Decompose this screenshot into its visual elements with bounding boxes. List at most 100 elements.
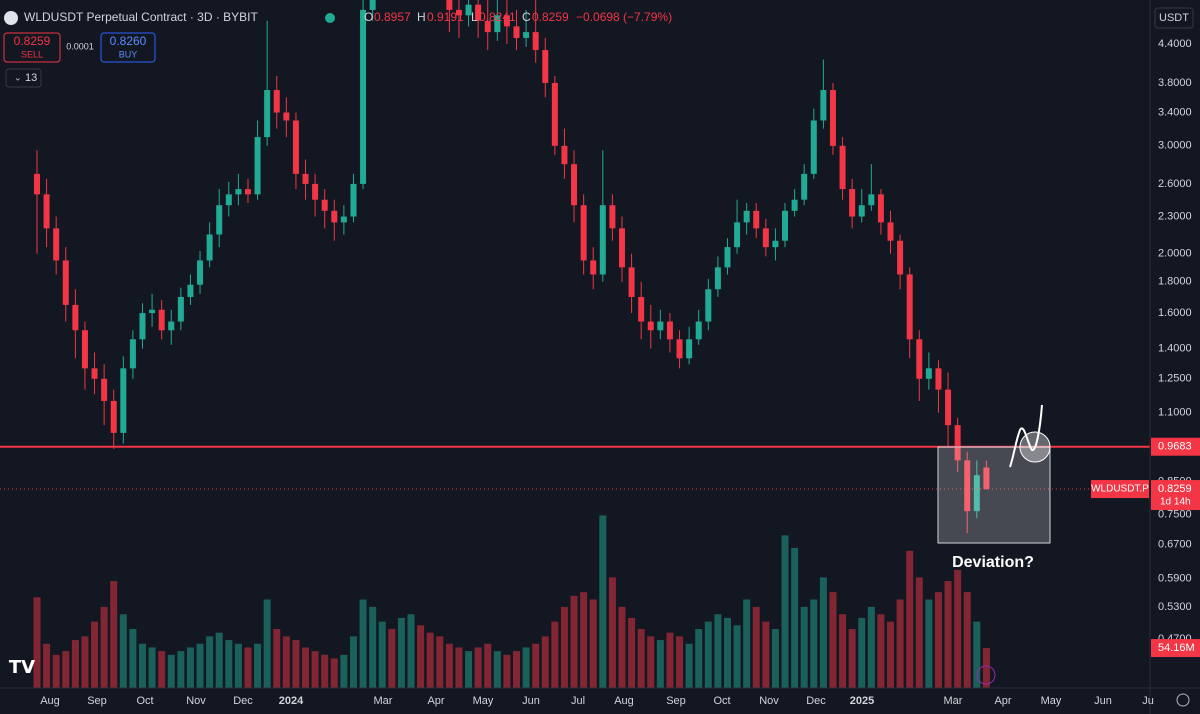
annotation-squiggle	[1009, 404, 1043, 468]
indicator-count: 13	[25, 72, 37, 84]
volume-bar	[704, 621, 712, 688]
volume-bar	[503, 654, 511, 688]
tv-logo: 𝗧𝗩	[9, 657, 35, 677]
volume-bar	[119, 614, 127, 688]
currency-button[interactable]	[1154, 7, 1194, 29]
annotation-box	[937, 446, 1051, 544]
candle-body	[973, 475, 980, 512]
candle-body	[302, 173, 309, 184]
volume-bar	[465, 651, 473, 688]
volume-bar	[570, 595, 578, 688]
volume-bar	[100, 606, 108, 688]
indicator-toggle[interactable]	[5, 68, 42, 88]
candle-body	[465, 4, 472, 16]
y-tick-label: 1.6000	[1158, 307, 1192, 319]
volume-bar	[618, 606, 626, 688]
flash-icon[interactable]	[976, 665, 996, 685]
candle-body	[868, 194, 875, 206]
volume-bar	[493, 651, 501, 688]
volume-bar	[925, 599, 933, 688]
volume-bar	[819, 577, 827, 688]
x-tick-label: Jul	[571, 695, 585, 707]
candle-body	[149, 309, 156, 314]
candle-body	[494, 15, 501, 33]
candle-body	[187, 284, 194, 297]
volume-bar	[282, 636, 290, 688]
volume-bar	[934, 592, 942, 688]
volume-bar	[71, 640, 79, 688]
candle-body	[724, 247, 731, 268]
volume-bar	[311, 651, 319, 688]
volume-bar	[839, 614, 847, 688]
volume-bar	[186, 647, 194, 688]
y-tick-label: 3.4000	[1158, 106, 1192, 118]
volume-bar	[915, 577, 923, 688]
currency: USDT	[1159, 12, 1189, 24]
x-tick-label: Mar	[944, 695, 963, 707]
volume-bar	[848, 629, 856, 688]
candle-body	[551, 82, 558, 146]
candle-body	[590, 260, 597, 275]
candle-body	[580, 205, 587, 261]
candle-body	[43, 194, 50, 229]
y-tick-label: 4.4000	[1158, 38, 1192, 50]
volume-bar	[177, 651, 185, 688]
candle-body	[283, 112, 290, 121]
volume-bar	[254, 643, 262, 688]
x-tick-label: Aug	[40, 695, 60, 707]
candle-body	[139, 313, 146, 340]
volume-bar	[206, 636, 214, 688]
change: −0.0698 (−7.79%)	[576, 10, 672, 24]
candle-body	[34, 173, 40, 195]
volume-bar	[158, 651, 166, 688]
candle-body	[235, 189, 242, 195]
ohlc-label: O	[364, 10, 373, 24]
candle-body	[206, 234, 213, 261]
spread: 0.0001	[66, 41, 94, 51]
candle-body	[743, 210, 750, 223]
x-tick-label: May	[473, 695, 494, 707]
candle-body	[964, 460, 971, 512]
volume-bar	[637, 629, 645, 688]
volume-bar	[800, 606, 808, 688]
header: WLDUSDT Perpetual Contract · 3D · BYBIT …	[3, 7, 1194, 707]
volume-bar	[378, 621, 386, 688]
settings-icon[interactable]	[1176, 693, 1190, 707]
volume-bar	[829, 592, 837, 688]
volume-bar	[43, 643, 51, 688]
candle-body	[484, 20, 491, 33]
volume-bar	[91, 621, 99, 688]
y-tick-label: 2.3000	[1158, 210, 1192, 222]
status-dot	[325, 13, 335, 23]
volume-bar	[666, 632, 674, 688]
candle-body	[455, 9, 462, 16]
candle-body	[91, 368, 98, 379]
volume-bar	[215, 632, 223, 688]
y-tick-label: 0.7500	[1158, 509, 1192, 521]
candle-body	[523, 32, 530, 38]
volume-bar	[982, 648, 990, 688]
candle-body	[705, 289, 712, 322]
volume-bar	[973, 621, 981, 688]
candle-body	[561, 145, 568, 165]
volume-bar	[781, 535, 789, 688]
ticker-label-bg	[1091, 480, 1149, 499]
candle-body	[571, 164, 578, 206]
candle-body	[734, 222, 741, 248]
volume-bar	[455, 647, 463, 688]
candle-body	[110, 400, 117, 433]
buy-button[interactable]	[100, 32, 156, 63]
x-tick-label: Oct	[136, 695, 153, 707]
axes: 4.4000 3.8000 3.4000 3.0000 2.6000 2.3000 2.00…	[40, 38, 1200, 707]
annotation-text: Deviation?	[952, 554, 1034, 571]
candle-body	[158, 309, 165, 331]
volume-bar	[551, 621, 559, 688]
sell-button[interactable]	[3, 32, 61, 63]
volume-bar	[110, 581, 118, 688]
volume-bar	[906, 550, 914, 688]
candle-body	[820, 90, 827, 121]
level-label-bg	[1151, 437, 1200, 456]
volume-bar	[397, 617, 405, 688]
volume-bar	[62, 651, 70, 688]
